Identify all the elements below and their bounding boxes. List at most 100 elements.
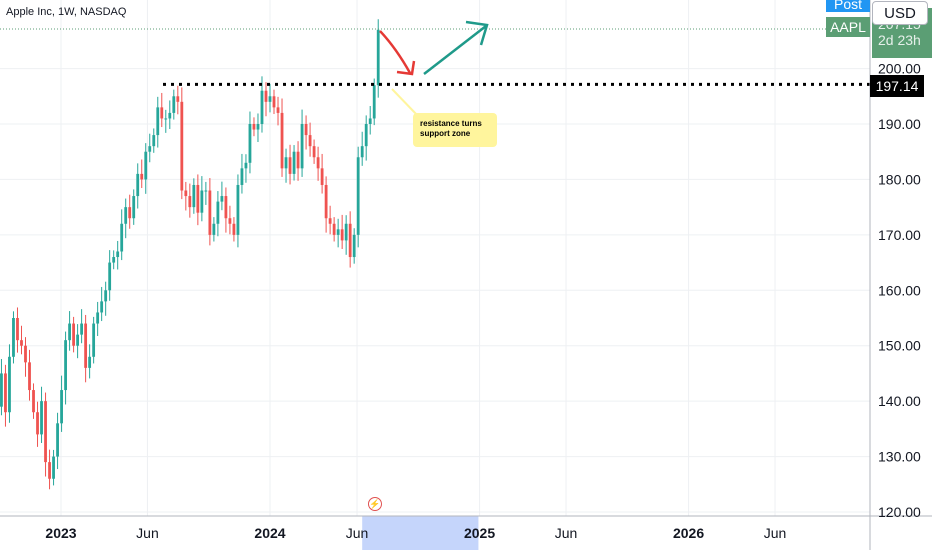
candle-body (240, 168, 244, 185)
candle (288, 144, 292, 185)
candle-body (312, 146, 316, 158)
y-tick-label: 190.00 (878, 116, 921, 132)
candle-body (8, 356, 11, 413)
x-tick-label: 2024 (254, 525, 285, 541)
candle-body (360, 146, 364, 158)
candle (328, 205, 332, 235)
y-tick-label: 160.00 (878, 282, 921, 298)
candle (108, 250, 112, 301)
x-tick-label: Jun (555, 525, 578, 541)
candle-body (112, 257, 116, 263)
down-arrow-head (396, 60, 416, 76)
candle-body (16, 318, 19, 341)
candle-body (336, 229, 340, 235)
annotation-note[interactable]: resistance turns support zone (413, 113, 497, 147)
candle-body (176, 96, 180, 102)
candle-body (128, 207, 132, 219)
candle (20, 325, 23, 355)
candle-body (116, 251, 120, 258)
candle (348, 211, 352, 268)
candle-body (236, 184, 240, 235)
candle (168, 100, 172, 129)
candle-body (120, 223, 124, 252)
lightning-event-icon[interactable]: ⚡ (368, 497, 382, 511)
candle (204, 181, 208, 205)
candle (156, 96, 160, 148)
y-tick-label: 140.00 (878, 393, 921, 409)
candle (144, 143, 148, 194)
grid-layer (0, 0, 870, 516)
candle (120, 209, 124, 261)
y-tick-label: 170.00 (878, 227, 921, 243)
candle-body (184, 190, 188, 197)
candle (268, 83, 272, 113)
candle-body (348, 223, 352, 258)
candle (100, 286, 104, 322)
candle (52, 449, 55, 486)
candle (164, 109, 168, 133)
candle (208, 178, 212, 246)
candle (148, 133, 152, 163)
candle-body (260, 90, 264, 124)
x-tick-label: 2026 (673, 525, 704, 541)
candle-body (52, 456, 55, 479)
candle (368, 105, 372, 135)
candle (280, 98, 284, 177)
candle (324, 176, 328, 233)
candle (180, 87, 184, 200)
candle (28, 349, 31, 401)
candle-body (168, 112, 172, 119)
candle-body (288, 157, 292, 174)
candle-body (248, 124, 252, 163)
up-arrow-shaft (423, 25, 487, 75)
y-tick-label: 120.00 (878, 504, 921, 520)
candle (356, 146, 360, 248)
candle-body (368, 118, 372, 124)
candle-body (228, 218, 232, 224)
annotation-line-1: resistance turns (420, 119, 482, 128)
candle (332, 217, 336, 242)
candle-body (68, 323, 71, 341)
candle (188, 183, 192, 218)
candle (316, 146, 320, 181)
candle (308, 122, 312, 157)
candle (364, 115, 368, 161)
candle-body (108, 262, 112, 291)
candle (124, 198, 128, 239)
candle-body (216, 201, 220, 224)
candle-body (132, 196, 136, 219)
candle (68, 311, 71, 351)
candle-body (72, 323, 76, 346)
candle-body (84, 323, 88, 368)
candle (96, 301, 100, 337)
candle-body (316, 157, 320, 169)
candle (352, 228, 356, 264)
candle-body (96, 312, 100, 324)
candle (240, 153, 244, 194)
currency-button[interactable]: USD (872, 1, 928, 25)
candle-body (372, 85, 376, 119)
candle-body (204, 190, 208, 192)
x-tick-label: 2023 (45, 525, 76, 541)
candle (136, 163, 140, 209)
candle-body (256, 124, 260, 130)
candle-body (276, 107, 280, 113)
candle (140, 159, 144, 189)
candle-body (320, 168, 324, 185)
candle-body (304, 124, 308, 136)
candle (300, 109, 304, 177)
overlay-layer (0, 20, 870, 117)
candle-body (140, 173, 144, 180)
candle-body (300, 124, 304, 169)
candle-body (188, 196, 192, 208)
candle (248, 111, 252, 174)
candle-body (100, 301, 104, 313)
candle-body (64, 340, 67, 391)
candle (16, 307, 19, 353)
candle-body (364, 124, 368, 147)
y-tick-label: 130.00 (878, 449, 921, 465)
candle-body (200, 190, 204, 213)
candle (296, 141, 300, 181)
